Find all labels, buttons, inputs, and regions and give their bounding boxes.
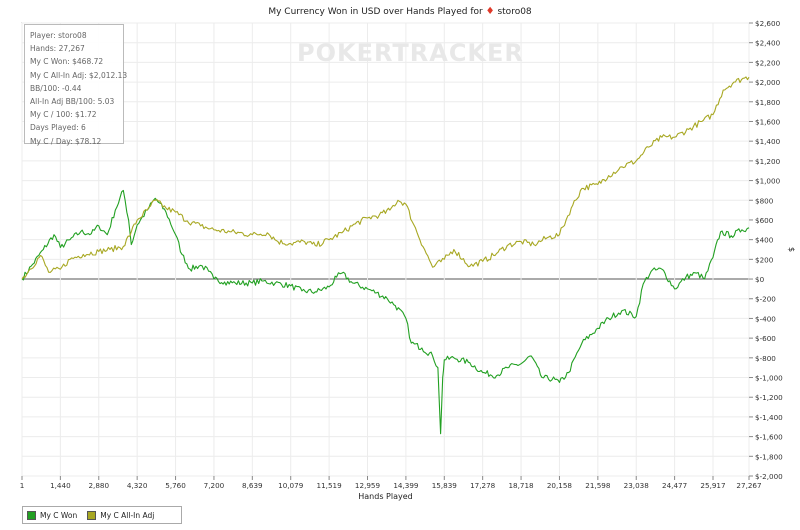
axes: $2,600 $2,400 $2,200 $2,000 $1,800 $1,600 $1,4… (20, 19, 796, 501)
y-tick-label: $2,200 (755, 58, 781, 67)
y-tick-label: $-600 (755, 334, 776, 343)
y-tick-label: $-1,800 (755, 452, 783, 461)
y-tick-label: $1,000 (755, 177, 781, 186)
x-tick-label: 21,598 (585, 481, 611, 490)
x-tick-label: 14,399 (393, 481, 419, 490)
stat-allin-bb100: All-In Adj BB/100: 5.03 (30, 97, 115, 107)
x-tick-label: 5,760 (165, 481, 186, 490)
grid-lines (21, 22, 750, 477)
stat-hands: Hands: 27,267 (30, 44, 85, 54)
y-tick-label: $800 (755, 196, 774, 205)
stat-won: My C Won: $468.72 (30, 57, 104, 67)
y-tick-label: $0 (755, 275, 765, 284)
chart-title: My Currency Won in USD over Hands Played… (0, 6, 800, 17)
legend: My C Won My C All-In Adj (22, 506, 182, 524)
x-tick-label: 15,839 (432, 481, 458, 490)
stat-player: Player: storo08 (30, 31, 87, 40)
y-tick-label: $-800 (755, 354, 776, 363)
legend-label-allin: My C All-In Adj (100, 510, 155, 520)
stat-c-per-100: My C / 100: $1.72 (30, 110, 97, 120)
stats-box: Player: storo08 Hands: 27,267 My C Won: … (24, 24, 128, 146)
x-tick-label: 24,477 (662, 481, 687, 490)
legend-label-won: My C Won (40, 510, 78, 520)
y-tick-label: $1,600 (755, 117, 781, 126)
legend-item-won[interactable]: My C Won (27, 510, 78, 520)
y-tick-label: $1,800 (755, 98, 781, 107)
y-tick-label: $-1,400 (755, 413, 783, 422)
series-lines (21, 76, 750, 435)
diamond-icon: ♦ (485, 6, 495, 17)
legend-item-allin[interactable]: My C All-In Adj (87, 510, 155, 520)
y-tick-label: $200 (755, 255, 774, 264)
y-tick-label: $-1,000 (755, 374, 783, 383)
x-tick-label: 1 (20, 481, 25, 490)
x-tick-label: 25,917 (700, 481, 725, 490)
x-tick-label: 10,079 (278, 481, 304, 490)
y-tick-label: $2,000 (755, 78, 781, 87)
y-tick-label: $-1,600 (755, 433, 783, 442)
stat-days: Days Played: 6 (30, 123, 86, 133)
y-tick-label: $600 (755, 216, 774, 225)
x-tick-label: 8,639 (242, 481, 263, 490)
x-tick-label: 1,440 (50, 481, 71, 490)
stat-c-per-day: My C / Day: $78.12 (30, 136, 102, 146)
x-tick-label: 23,038 (624, 481, 650, 490)
y-tick-label: $2,600 (755, 19, 781, 28)
y-tick-label: $1,200 (755, 157, 781, 166)
chart-title-prefix: My Currency Won in USD over Hands Played… (268, 7, 483, 17)
y-tick-label: $400 (755, 236, 774, 245)
x-tick-label: 4,320 (127, 481, 148, 490)
stat-bb100: BB/100: -0.44 (30, 83, 82, 93)
plot-area (21, 22, 750, 477)
chart-title-player: storo08 (497, 7, 532, 17)
x-tick-label: 20,158 (547, 481, 573, 490)
y-tick-label: $-2,000 (755, 472, 783, 481)
x-tick-label: 11,519 (317, 481, 343, 490)
x-tick-label: 2,880 (88, 481, 109, 490)
x-tick-label: 7,200 (204, 481, 225, 490)
y-tick-label: $-200 (755, 295, 776, 304)
y-tick-label: $1,400 (755, 137, 781, 146)
y-tick-label: $2,400 (755, 39, 781, 48)
x-tick-label: 27,267 (736, 481, 761, 490)
x-tick-label: 12,959 (355, 481, 381, 490)
x-tick-label: 18,718 (508, 481, 534, 490)
legend-swatch-allin (87, 510, 97, 520)
y-tick-label: $-400 (755, 314, 776, 323)
legend-swatch-won (27, 510, 36, 520)
series-line-my-c-all-in-adj (21, 76, 750, 280)
x-tick-label: 17,278 (470, 481, 496, 490)
y-axis-label: $ (787, 247, 796, 252)
x-axis-label: Hands Played (358, 492, 412, 501)
stat-allin-adj: My C All-In Adj: $2,012.13 (30, 70, 128, 80)
pokertracker-watermark: POKERTRACKER (297, 39, 524, 67)
y-tick-label: $-1,200 (755, 393, 783, 402)
